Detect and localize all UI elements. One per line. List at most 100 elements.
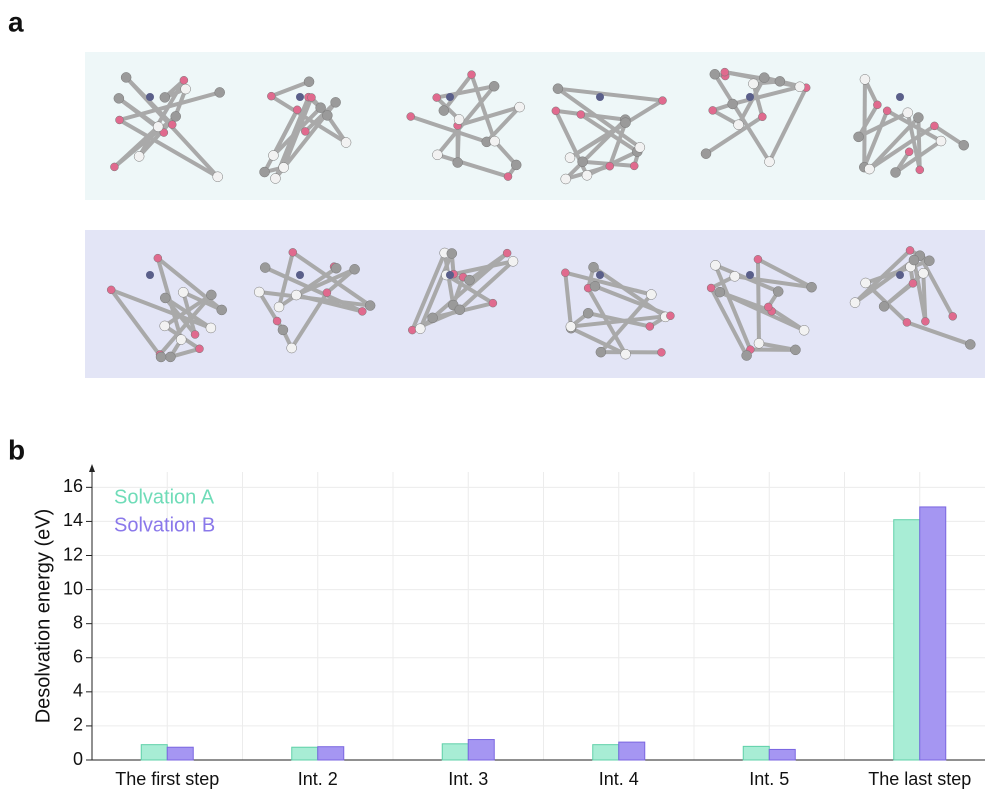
atom: [854, 132, 864, 142]
atom: [415, 324, 425, 334]
bar: [167, 747, 193, 760]
atom: [195, 345, 203, 353]
atom: [168, 121, 176, 129]
atom: [930, 122, 938, 130]
bar: [442, 744, 468, 760]
atom: [515, 102, 525, 112]
atom: [408, 326, 416, 334]
atom: [913, 113, 923, 123]
atom: [850, 298, 860, 308]
ion: [446, 271, 454, 279]
atom: [730, 271, 740, 281]
atom: [759, 73, 769, 83]
y-tick-label: 8: [73, 612, 83, 632]
atom: [795, 82, 805, 92]
atom: [959, 140, 969, 150]
bar: [743, 746, 769, 760]
y-axis-label: Desolvation energy (eV): [32, 509, 54, 724]
atom: [659, 97, 667, 105]
atom: [260, 167, 270, 177]
atom: [489, 299, 497, 307]
bar: [468, 740, 494, 760]
atom: [754, 338, 764, 348]
ion: [896, 93, 904, 101]
panel-label: a: [8, 6, 24, 37]
atom: [260, 263, 270, 273]
atom: [924, 256, 934, 266]
atom: [879, 301, 889, 311]
atom: [715, 287, 725, 297]
atom: [407, 113, 415, 121]
atom: [468, 71, 476, 79]
atom: [453, 158, 463, 168]
atom: [289, 248, 297, 256]
atom: [578, 157, 588, 167]
bar: [292, 747, 318, 760]
atom: [433, 94, 441, 102]
atom: [909, 279, 917, 287]
atom: [734, 120, 744, 130]
atom: [358, 307, 366, 315]
atom: [630, 162, 638, 170]
atom: [323, 289, 331, 297]
atom: [561, 269, 569, 277]
atom: [134, 151, 144, 161]
x-tick-label: Int. 4: [599, 769, 639, 789]
bar: [920, 507, 946, 760]
atom: [561, 174, 571, 184]
atom: [307, 93, 315, 101]
atom: [775, 76, 785, 86]
atom: [350, 264, 360, 274]
ion: [596, 93, 604, 101]
atom: [552, 107, 560, 115]
atom: [883, 107, 891, 115]
atom: [432, 150, 442, 160]
y-tick-label: 12: [63, 544, 83, 564]
atom: [156, 352, 166, 362]
atom: [213, 172, 223, 182]
ion: [146, 271, 154, 279]
atom: [191, 331, 199, 339]
y-tick-label: 10: [63, 578, 83, 598]
atom: [278, 325, 288, 335]
atom: [860, 74, 870, 84]
x-tick-label: Int. 3: [448, 769, 488, 789]
atom: [577, 111, 585, 119]
atom: [171, 111, 181, 121]
ion: [746, 271, 754, 279]
atom: [742, 351, 752, 361]
atom: [635, 142, 645, 152]
atom: [754, 255, 762, 263]
atom: [455, 305, 465, 315]
y-axis-arrow: [89, 464, 95, 472]
y-tick-label: 0: [73, 749, 83, 769]
atom: [279, 162, 289, 172]
atom: [773, 286, 783, 296]
atom: [646, 322, 654, 330]
atom: [268, 150, 278, 160]
atom: [864, 164, 874, 174]
atom: [710, 260, 720, 270]
atom: [503, 249, 511, 257]
ion: [746, 93, 754, 101]
atom: [428, 313, 438, 323]
bar: [769, 749, 795, 760]
atom: [589, 262, 599, 272]
atom: [748, 79, 758, 89]
atom: [620, 118, 630, 128]
atom: [790, 345, 800, 355]
atom: [274, 302, 284, 312]
atom: [918, 268, 928, 278]
atom: [489, 81, 499, 91]
atom: [903, 318, 911, 326]
atom: [566, 322, 576, 332]
y-tick-label: 4: [73, 681, 83, 701]
atom: [758, 113, 766, 121]
atom: [921, 317, 929, 325]
atom: [160, 92, 170, 102]
ion: [296, 271, 304, 279]
atom: [254, 287, 264, 297]
atom: [291, 290, 301, 300]
y-tick-label: 14: [63, 510, 83, 530]
atom: [121, 72, 131, 82]
